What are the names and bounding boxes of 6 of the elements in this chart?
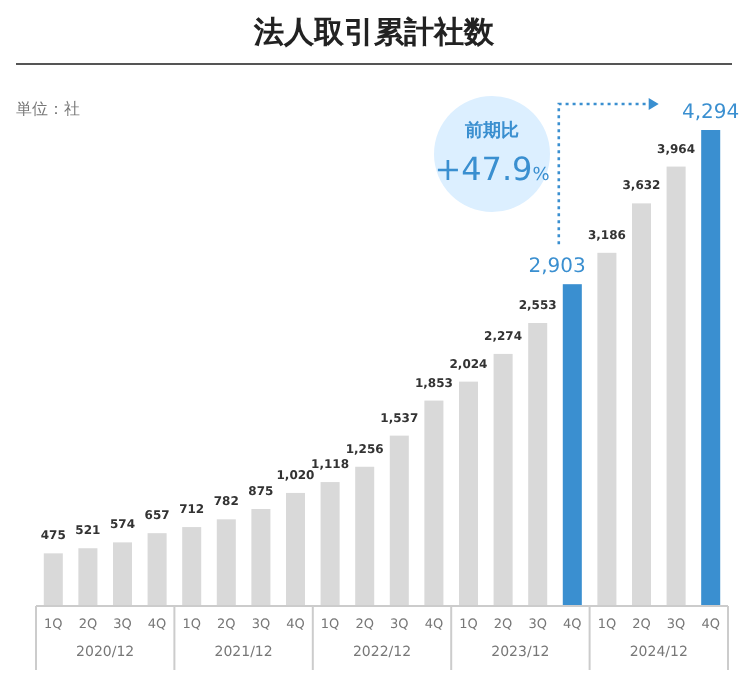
text: 単位：社 <box>16 100 80 118</box>
chart-title: 法人取引累計社数 <box>252 14 496 50</box>
annotation: +47.9% <box>434 150 551 188</box>
data-label: 2,903 <box>528 256 586 279</box>
annotation: 前期比 <box>463 120 519 142</box>
data-label: 4,294 <box>682 102 740 124</box>
